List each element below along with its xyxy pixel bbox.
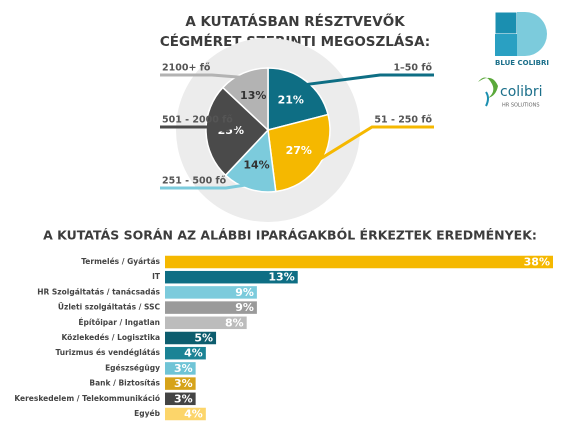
pie-slice (224, 128, 277, 193)
category-label: Építőipar / Ingatlan (78, 318, 160, 327)
pie-slice (205, 86, 270, 177)
slice-label: 27% (286, 144, 312, 157)
category-label: Termelés / Gyártás (81, 257, 160, 266)
bar (165, 316, 247, 330)
leader-line (160, 182, 251, 190)
pie-legend-label: 1–50 fő (393, 63, 432, 74)
bar (165, 286, 257, 299)
category-label: Közlekedés / Logisztika (61, 333, 160, 342)
value-label: 3% (174, 362, 193, 375)
logo-tagline: HR SOLUTIONS (502, 103, 540, 109)
bar (165, 301, 257, 314)
value-label: 13% (268, 271, 294, 284)
slice-label: 14% (243, 158, 269, 171)
value-label: 8% (225, 316, 244, 329)
leader-line (160, 125, 237, 134)
value-label: 38% (524, 256, 550, 269)
bar (165, 331, 217, 345)
logo-colibri: colibri HR SOLUTIONS (478, 77, 543, 109)
bar (165, 392, 196, 406)
value-label: 5% (194, 332, 213, 345)
pie-legend-label: 501 - 2000 fő (162, 115, 233, 126)
logo-blue-colibri: BLUE COLIBRI (494, 11, 549, 67)
pie-title: A KUTATÁSBAN RÉSZTVEVŐK (185, 12, 405, 30)
category-label: Kereskedelem / Telekommunikáció (14, 394, 160, 403)
logo-name: colibri (500, 84, 543, 100)
bar (165, 255, 553, 269)
pie-slice (221, 67, 269, 132)
bar (165, 346, 206, 360)
value-label: 4% (184, 347, 203, 360)
pie-legend-label: 51 - 250 fő (374, 115, 432, 126)
pie-legend-label: 2100+ fő (162, 63, 211, 74)
bar-title: A KUTATÁS SORÁN AZ ALÁBBI IPARÁGAKBÓL ÉR… (43, 228, 537, 243)
slice-label: 21% (278, 94, 304, 107)
category-label: Egyéb (134, 409, 160, 418)
category-label: Egészségügy (105, 363, 160, 372)
slice-label: 13% (240, 89, 266, 102)
pie-slice (267, 67, 329, 131)
bar (165, 407, 206, 421)
logo-text: BLUE COLIBRI (495, 59, 549, 67)
pie-legend-label: 251 - 500 fő (162, 176, 227, 187)
value-label: 4% (184, 408, 203, 421)
category-label: HR Szolgáltatás / tanácsadás (37, 287, 160, 296)
value-label: 9% (235, 301, 254, 314)
value-label: 9% (235, 286, 254, 299)
bar (165, 270, 298, 284)
category-label: Bank / Biztosítás (89, 379, 160, 388)
pie-slice (267, 113, 331, 193)
category-label: IT (152, 272, 161, 281)
leader-line (160, 73, 246, 80)
category-label: Üzleti szolgáltatás / SSC (58, 303, 161, 312)
value-label: 3% (174, 392, 193, 405)
pie-title: CÉGMÉRET SZERINTI MEGOSZLÁSA: (160, 33, 430, 50)
leader-line (314, 125, 434, 164)
category-label: Turizmus és vendéglátás (55, 348, 160, 357)
bar (165, 377, 196, 390)
bar (165, 362, 196, 375)
value-label: 3% (174, 377, 193, 390)
leader-line (302, 73, 434, 87)
